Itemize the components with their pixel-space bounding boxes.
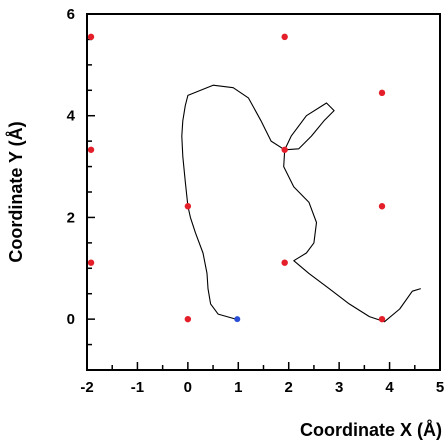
start-point-series — [234, 316, 241, 323]
lattice-site-point — [378, 315, 386, 323]
y-axis-label: Coordinate Y (Å) — [6, 121, 26, 262]
lattice-site-point — [378, 203, 386, 210]
axis-ticks — [86, 13, 441, 371]
lattice-site-point — [281, 146, 288, 153]
trajectory-series — [181, 84, 421, 323]
lattice-site-series — [87, 33, 386, 323]
y-tick-label: 2 — [67, 209, 75, 226]
x-axis-label: Coordinate X (Å) — [300, 420, 442, 440]
y-tick-label: 0 — [67, 311, 75, 328]
lattice-site-point — [184, 203, 192, 210]
x-tick-label: 1 — [234, 379, 242, 396]
x-tick-label: 3 — [335, 379, 343, 396]
lattice-site-point — [281, 259, 288, 266]
lattice-site-point — [87, 259, 95, 266]
lattice-site-point — [184, 315, 192, 323]
lattice-site-point — [87, 146, 95, 153]
tick-labels: -2 -1 0 1 2 3 4 5 0 2 4 6 — [67, 6, 445, 396]
x-tick-label: 5 — [436, 379, 444, 396]
x-tick-label: 0 — [184, 379, 192, 396]
x-tick-label: -1 — [131, 379, 144, 396]
lattice-site-point — [281, 33, 288, 41]
lattice-site-point — [87, 33, 95, 41]
x-tick-label: 4 — [385, 379, 394, 396]
x-tick-label: 2 — [285, 379, 293, 396]
x-tick-label: -2 — [80, 379, 93, 396]
lattice-site-point — [378, 89, 386, 97]
y-tick-label: 4 — [67, 108, 76, 125]
y-tick-label: 6 — [67, 6, 75, 23]
plot-frame — [86, 13, 441, 371]
trajectory-line — [181, 84, 421, 323]
start-point — [234, 316, 241, 323]
